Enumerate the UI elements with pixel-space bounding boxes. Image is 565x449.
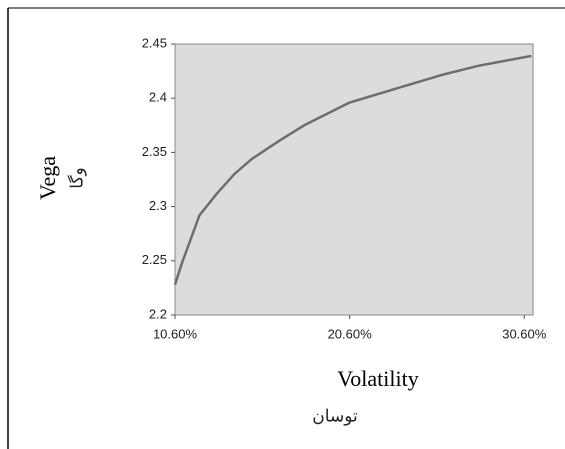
y-tick-label: 2.35 bbox=[142, 144, 167, 159]
x-tick-label: 20.60% bbox=[328, 326, 373, 341]
x-tick-label: 10.60% bbox=[153, 326, 198, 341]
line-series bbox=[173, 54, 532, 286]
y-tick-label: 2.3 bbox=[149, 198, 167, 213]
y-axis-label-persian: وگا bbox=[66, 167, 87, 188]
y-tick-label: 2.25 bbox=[142, 252, 167, 267]
x-axis-label: Volatility bbox=[337, 366, 419, 391]
plot-area bbox=[174, 43, 534, 316]
y-tick-label: 2.2 bbox=[149, 306, 167, 321]
x-tick-label: 30.60% bbox=[502, 326, 547, 341]
x-axis-label-persian: توسان bbox=[312, 406, 358, 426]
y-axis-label: Vega bbox=[35, 156, 60, 200]
y-tick-label: 2.45 bbox=[142, 35, 167, 50]
y-tick-label: 2.4 bbox=[149, 90, 167, 105]
